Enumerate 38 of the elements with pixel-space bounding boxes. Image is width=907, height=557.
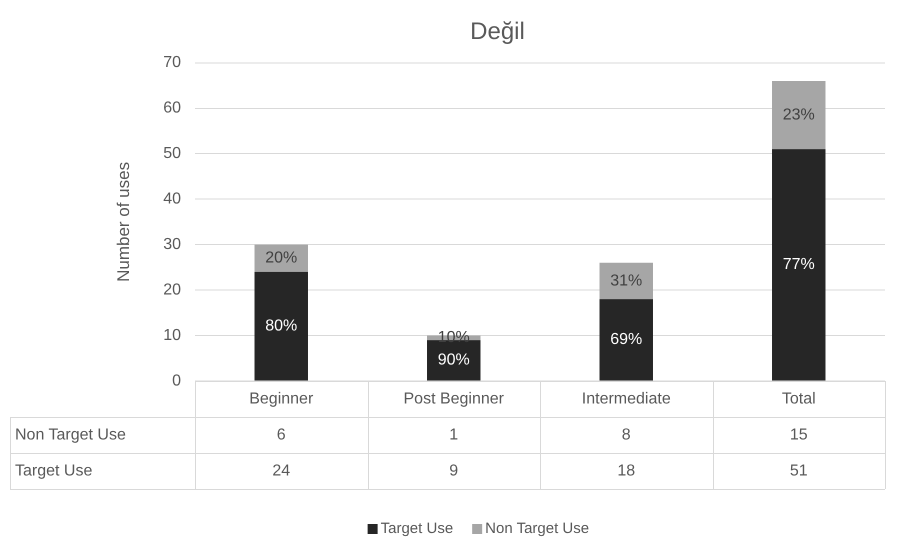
annotation: 23% [782,106,815,124]
y-tick-label: 20 [163,281,182,298]
annotation: 31% [610,272,642,290]
text: Target Use [15,462,92,480]
data-label: 24 [272,462,290,480]
annotation: 20% [265,250,298,267]
data-label: 51 [790,462,808,480]
data-label: 18 [617,462,636,480]
annotation: 77% [782,256,815,274]
chart-title: Değil [470,18,525,46]
bar [772,80,826,150]
data-label: 9 [449,462,458,480]
text: Non Target Use [15,426,126,444]
y-tick-label: 60 [163,100,182,117]
bar [254,272,308,380]
x-tick-label: Intermediate [582,390,671,408]
annotation: 69% [610,331,642,348]
y-tick-label: 30 [163,236,182,254]
bar [772,149,826,380]
legend-label: Target Use [380,520,454,538]
x-tick-label: Beginner [249,390,314,408]
data-label: 1 [449,426,458,444]
y-tick-label: 0 [172,372,182,390]
data-label: 6 [276,426,286,444]
annotation: 80% [265,318,298,335]
data-label: 15 [790,426,808,444]
y-axis-title: Number of uses [114,162,133,282]
data-label: 8 [622,426,631,444]
y-tick-label: 40 [163,190,182,208]
y-tick-label: 50 [163,145,182,162]
bar [600,262,653,300]
legend-label: Non Target Use [485,520,590,538]
x-tick-label: Post Beginner [403,390,505,408]
annotation: 90% [438,352,470,369]
bar [600,299,653,380]
x-tick-label: Total [782,390,816,408]
y-tick-label: 70 [163,54,182,72]
y-tick-label: 10 [163,326,182,344]
